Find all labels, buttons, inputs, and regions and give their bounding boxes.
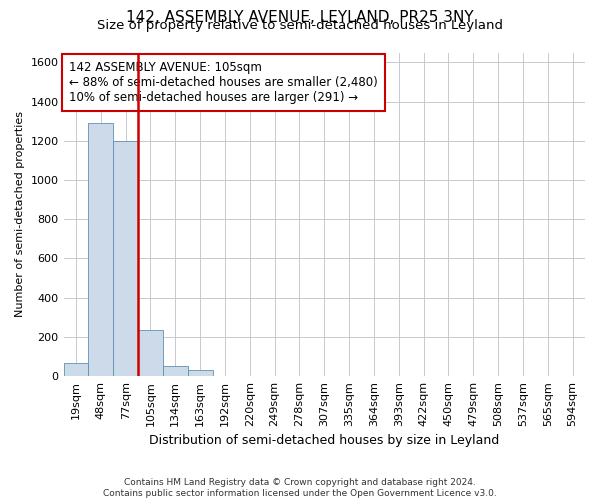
Text: 142, ASSEMBLY AVENUE, LEYLAND, PR25 3NY: 142, ASSEMBLY AVENUE, LEYLAND, PR25 3NY xyxy=(126,10,474,25)
Y-axis label: Number of semi-detached properties: Number of semi-detached properties xyxy=(15,112,25,318)
Bar xyxy=(138,330,163,376)
Bar xyxy=(64,364,88,376)
Bar xyxy=(163,366,188,376)
Bar xyxy=(188,370,212,376)
Text: 142 ASSEMBLY AVENUE: 105sqm
← 88% of semi-detached houses are smaller (2,480)
10: 142 ASSEMBLY AVENUE: 105sqm ← 88% of sem… xyxy=(69,60,377,104)
Text: Size of property relative to semi-detached houses in Leyland: Size of property relative to semi-detach… xyxy=(97,18,503,32)
Text: Contains HM Land Registry data © Crown copyright and database right 2024.
Contai: Contains HM Land Registry data © Crown c… xyxy=(103,478,497,498)
X-axis label: Distribution of semi-detached houses by size in Leyland: Distribution of semi-detached houses by … xyxy=(149,434,499,448)
Bar xyxy=(88,123,113,376)
Bar xyxy=(113,141,138,376)
